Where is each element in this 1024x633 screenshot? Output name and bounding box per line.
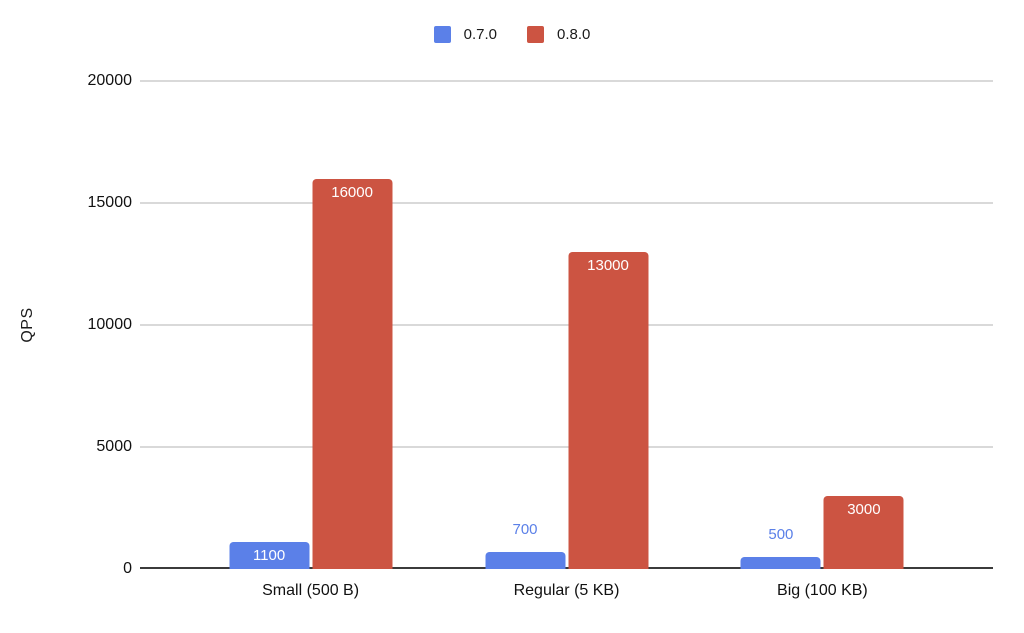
bar-0.8.0: 16000 <box>312 178 393 569</box>
bar-group: 500 3000 <box>740 495 904 569</box>
legend-item-0.8.0: 0.8.0 <box>527 26 590 43</box>
bar-group: 1100 16000 <box>229 178 393 569</box>
bar-group: 700 13000 <box>485 251 648 569</box>
x-category-label: Big (100 KB) <box>777 582 868 599</box>
legend-swatch-icon <box>433 26 451 43</box>
bar-value-label: 3000 <box>847 500 881 518</box>
legend-item-0.7.0: 0.7.0 <box>433 26 497 43</box>
legend-swatch-icon <box>527 26 544 43</box>
bar-value-label: 13000 <box>587 256 629 274</box>
bar-0.8.0: 3000 <box>823 495 904 569</box>
x-category-label: Regular (5 KB) <box>513 582 620 599</box>
bar-value-label: 1100 <box>252 547 286 565</box>
legend-label: 0.8.0 <box>557 26 591 43</box>
y-tick-label: 5000 <box>96 438 132 455</box>
gridline <box>140 202 993 204</box>
bar-value-label: 700 <box>512 520 538 538</box>
chart-legend: 0.7.0 0.8.0 <box>0 26 1024 43</box>
y-tick-label: 10000 <box>87 316 133 333</box>
plot-area: 1100 16000 700 13000 500 3000 <box>140 80 993 569</box>
legend-label: 0.7.0 <box>463 26 497 43</box>
gridline <box>140 80 993 82</box>
gridline <box>140 324 993 326</box>
x-axis-line <box>140 567 993 569</box>
y-tick-label: 0 <box>123 560 132 577</box>
bar-0.8.0: 13000 <box>568 251 648 569</box>
x-category-label: Small (500 B) <box>262 582 360 599</box>
bar-0.7.0: 1100 <box>229 542 310 569</box>
bar-0.7.0: 700 <box>485 521 565 569</box>
y-tick-label: 20000 <box>87 72 133 89</box>
y-tick-label: 15000 <box>87 194 133 211</box>
bar-value-label: 16000 <box>331 183 373 201</box>
bar-0.7.0: 500 <box>740 526 821 569</box>
gridline <box>140 446 993 448</box>
bar-value-label: 500 <box>768 525 794 543</box>
